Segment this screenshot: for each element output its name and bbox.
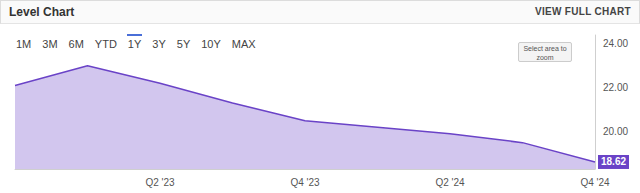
html-text:3Y: 3Y xyxy=(152,38,166,50)
svg-text:Q4 '24: Q4 '24 xyxy=(580,177,610,188)
html-text:1M: 1M xyxy=(16,38,32,50)
html-text:VIEW FULL CHART: VIEW FULL CHART xyxy=(535,6,631,17)
html-text:Level Chart: Level Chart xyxy=(9,5,75,19)
svg-text:Q2 '24: Q2 '24 xyxy=(435,177,465,188)
svg-text:20.00: 20.00 xyxy=(603,126,628,137)
html-text:Select area to zoom: Select area to zoom xyxy=(523,45,567,61)
svg-text:24.00: 24.00 xyxy=(603,38,628,49)
svg-text:18.62: 18.62 xyxy=(601,156,626,167)
html-text:MAX: MAX xyxy=(231,38,256,50)
html-text:1Y: 1Y xyxy=(127,38,142,50)
html-text:5Y: 5Y xyxy=(176,38,191,50)
svg-text:Q2 '23: Q2 '23 xyxy=(145,177,175,188)
html-text:3M: 3M xyxy=(42,38,58,50)
html-text:YTD: YTD xyxy=(94,38,117,50)
html-text:10Y: 10Y xyxy=(201,38,221,50)
svg-text:Q4 '23: Q4 '23 xyxy=(290,177,320,188)
html-text:6M: 6M xyxy=(68,38,84,50)
svg-text:22.00: 22.00 xyxy=(603,82,628,93)
